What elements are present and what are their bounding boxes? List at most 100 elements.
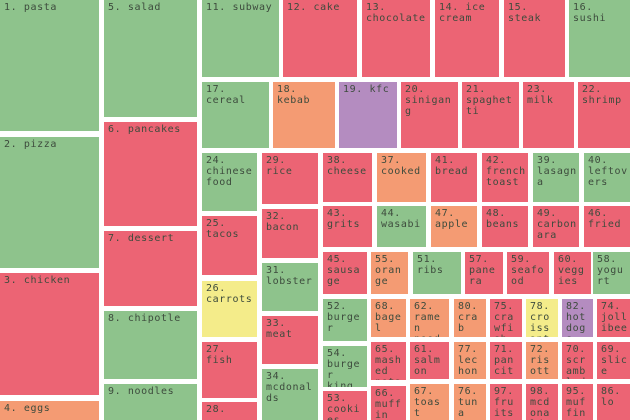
treemap-tile: 57. panera — [465, 252, 503, 294]
treemap-tile: 86. lo — [597, 384, 630, 420]
treemap-tile: 4. eggs — [0, 401, 99, 420]
treemap-tile: 6. pancakes — [104, 122, 197, 226]
treemap-tile: 98. mcdonalds — [526, 384, 558, 420]
treemap-tile-label: 53. cookies — [327, 393, 361, 420]
treemap-tile-label: 42. french toast — [486, 155, 526, 188]
treemap-tile: 53. cookies — [323, 391, 367, 420]
treemap-tile: 58. yogurt — [593, 252, 630, 294]
treemap-tile: 95. muffins — [562, 384, 593, 420]
treemap-tile-label: 82. hot dogs — [566, 301, 586, 337]
treemap-tile-label: 34. mcdonalds — [266, 371, 313, 404]
treemap-tile: 5. salad — [104, 0, 197, 117]
treemap-tile-label: 18. kebab — [277, 84, 311, 106]
treemap-tile-label: 39. lasagna — [537, 155, 577, 188]
treemap-tile-label: 5. salad — [108, 2, 161, 13]
treemap-tile-label: 40. leftovers — [588, 155, 628, 188]
treemap-tile-label: 60. veggies — [558, 254, 585, 287]
treemap-tile-label: 70. scrambled eggs — [566, 344, 586, 379]
treemap-tile: 74. jollibee — [597, 299, 630, 337]
treemap-tile-label: 62. ramen noodles — [414, 301, 441, 337]
treemap-tile: 24. chinese food — [202, 153, 257, 211]
treemap-tile: 46. fried — [584, 206, 630, 247]
treemap-tile: 72. risotto — [526, 342, 558, 379]
treemap-tile: 8. chipotle — [104, 311, 197, 379]
treemap-tile: 69. slice — [597, 342, 630, 379]
treemap-tile: 39. lasagna — [533, 153, 579, 202]
treemap-tile-label: 59. seafood — [511, 254, 545, 287]
treemap-tile: 62. ramen noodles — [410, 299, 449, 337]
treemap-tile: 65. mashed potato — [371, 342, 406, 380]
treemap-tile: 47. apple — [431, 206, 477, 247]
treemap-tile-label: 33. meat — [266, 318, 293, 340]
treemap-tile: 22. shrimp — [578, 82, 630, 148]
treemap-tile-label: 69. slice — [601, 344, 628, 377]
treemap-tile: 70. scrambled eggs — [562, 342, 593, 379]
treemap-tile-label: 78. croissant — [530, 301, 550, 337]
treemap-tile-label: 24. chinese food — [206, 155, 253, 188]
treemap-tile: 43. grits — [323, 206, 372, 247]
treemap-tile: 26. carrots — [202, 281, 257, 337]
treemap-tile: 7. dessert — [104, 231, 197, 306]
treemap-tile: 51. ribs — [413, 252, 461, 294]
treemap-tile-label: 72. risotto — [530, 344, 550, 379]
treemap-tile: 44. wasabi — [377, 206, 426, 247]
treemap-tile-label: 20. sinigang — [405, 84, 452, 117]
treemap-tile: 14. ice cream — [435, 0, 499, 77]
treemap-tile: 40. leftovers — [584, 153, 630, 202]
treemap-tile-label: 45. sausage — [327, 254, 361, 287]
treemap-tile: 21. spaghetti — [462, 82, 519, 148]
treemap-tile-label: 19. kfc — [343, 84, 390, 95]
treemap-tile-label: 11. subway — [206, 2, 273, 13]
treemap-tile-label: 57. panera — [469, 254, 496, 287]
treemap-tile: 37. cooked — [377, 153, 426, 202]
treemap-tile-label: 44. wasabi — [381, 208, 421, 230]
treemap-tile-label: 14. ice cream — [439, 2, 486, 24]
treemap-tile: 41. bread — [431, 153, 477, 202]
treemap-tile-label: 75. crawfish — [494, 301, 514, 337]
treemap-tile-label: 3. chicken — [4, 275, 71, 286]
treemap-tile: 33. meat — [262, 316, 318, 364]
treemap-tile-label: 17. cereal — [206, 84, 246, 106]
treemap-tile-label: 12. cake — [287, 2, 340, 13]
treemap-tile-label: 95. muffins — [566, 386, 586, 420]
treemap-tile: 97. fruits — [490, 384, 522, 420]
treemap-tile: 15. steak — [504, 0, 565, 77]
treemap-tile: 25. tacos — [202, 216, 257, 275]
treemap-tile: 59. seafood — [507, 252, 549, 294]
treemap-tile-label: 22. shrimp — [582, 84, 622, 106]
treemap-tile-label: 98. mcdonalds — [530, 386, 550, 420]
treemap-tile-label: 65. mashed potato — [375, 344, 402, 380]
treemap-tile-label: 55. orange — [375, 254, 402, 287]
treemap-tile-label: 15. steak — [508, 2, 542, 24]
treemap-tile: 1. pasta — [0, 0, 99, 131]
treemap-tile: 78. croissant — [526, 299, 558, 337]
treemap-tile-label: 47. apple — [435, 208, 469, 230]
treemap-tile-label: 28. — [206, 404, 226, 415]
treemap-tile: 48. beans — [482, 206, 528, 247]
treemap-tile: 77. lechon — [454, 342, 486, 379]
treemap-tile: 23. milk — [523, 82, 574, 148]
treemap-tile-label: 21. spaghetti — [466, 84, 513, 117]
treemap-tile: 49. carbonara — [533, 206, 579, 247]
treemap-tile: 13. chocolate — [362, 0, 430, 77]
treemap-tile-label: 16. sushi — [573, 2, 607, 24]
treemap-tile: 76. tuna — [454, 384, 486, 420]
treemap-tile-label: 86. lo — [601, 386, 621, 408]
treemap-tile-label: 27. fish — [206, 344, 233, 366]
treemap-tile-label: 43. grits — [327, 208, 361, 230]
treemap-tile-label: 37. cooked — [381, 155, 421, 177]
treemap-tile: 61. salmon — [410, 342, 449, 379]
treemap-tile-label: 26. carrots — [206, 283, 253, 305]
treemap-tile-label: 76. tuna — [458, 386, 478, 419]
treemap-tile: 16. sushi — [569, 0, 630, 77]
treemap-tile-label: 13. chocolate — [366, 2, 426, 24]
treemap-tile-label: 4. eggs — [4, 403, 51, 414]
treemap-tile: 3. chicken — [0, 273, 99, 395]
treemap-tile-label: 74. jollibee — [601, 301, 628, 334]
treemap-tile: 20. sinigang — [401, 82, 458, 148]
treemap-tile: 55. orange — [371, 252, 408, 294]
treemap-tile-label: 68. bagel — [375, 301, 402, 334]
treemap-tile: 52. burger — [323, 299, 367, 341]
treemap-tile-label: 54. burger king — [327, 348, 361, 387]
